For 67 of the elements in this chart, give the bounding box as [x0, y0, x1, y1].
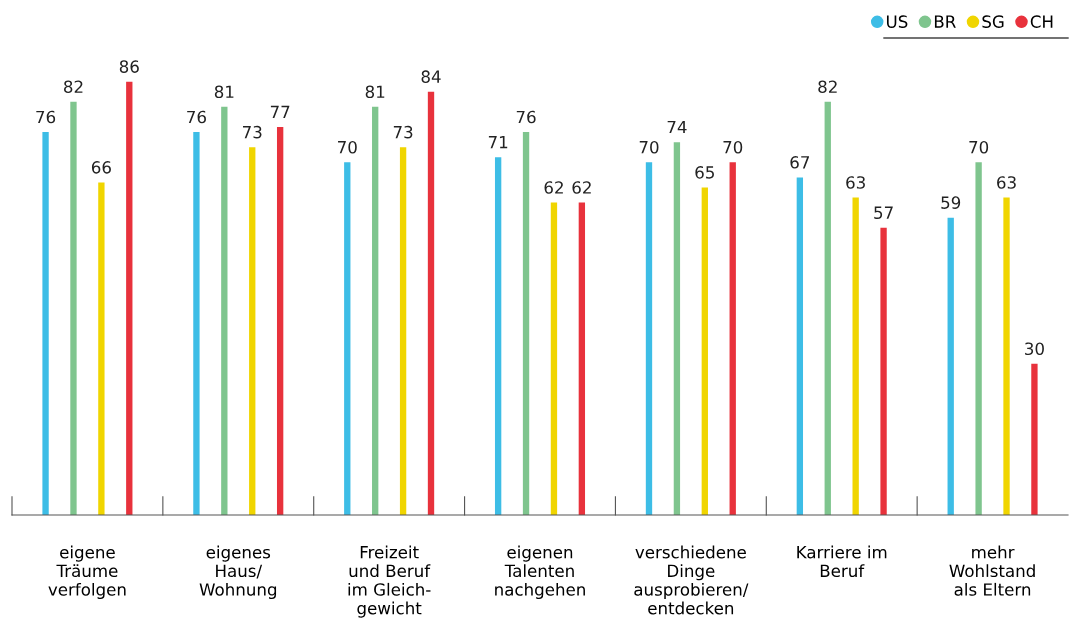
- bar: [550, 202, 558, 515]
- bar: [796, 177, 804, 515]
- bar: [880, 227, 887, 515]
- data-label: 81: [214, 85, 234, 99]
- x-tick-label: Karriere im Beruf: [797, 545, 887, 578]
- x-tick-label: eigenes Haus/ Wohnung: [199, 545, 277, 600]
- data-label: 59: [941, 196, 961, 209]
- bar: [947, 217, 954, 515]
- data-label: 76: [516, 110, 536, 124]
- x-tick-label: Freizeit und Beruf im Gleich- gewicht: [348, 545, 431, 618]
- bar: [522, 132, 530, 515]
- data-label: 63: [997, 176, 1016, 189]
- bar: [729, 162, 736, 515]
- data-label: 74: [667, 120, 687, 134]
- bar: [193, 132, 200, 515]
- bar: [701, 187, 708, 515]
- bar: [1031, 363, 1038, 515]
- bar: [42, 132, 49, 515]
- x-tick-label: verschiedene Dinge ausprobieren/ entdecken: [634, 545, 749, 615]
- x-tick-label: eigenen Talenten nachgehen: [495, 545, 585, 600]
- data-label: 62: [572, 181, 591, 194]
- data-label: 70: [723, 140, 743, 154]
- bar: [1003, 197, 1010, 515]
- data-label: 84: [421, 70, 441, 83]
- legend-label: US: [886, 15, 908, 28]
- bar: [249, 147, 256, 515]
- data-label: 62: [544, 181, 563, 194]
- data-label: 70: [639, 140, 659, 154]
- data-label: 57: [874, 206, 893, 220]
- data-label: 82: [818, 80, 837, 94]
- data-label: 66: [91, 161, 111, 174]
- data-label: 70: [969, 140, 989, 154]
- legend-label: SG: [982, 15, 1004, 28]
- bar: [645, 162, 653, 515]
- x-tick-label: eigene Träume verfolgen: [48, 545, 126, 600]
- legend-label: BR: [934, 15, 956, 28]
- data-label: 65: [695, 166, 714, 179]
- bar: [276, 127, 284, 515]
- bar: [824, 101, 831, 515]
- data-label: 76: [187, 110, 206, 124]
- data-label: 82: [64, 80, 83, 94]
- data-label: 73: [243, 125, 262, 139]
- bar: [98, 182, 105, 515]
- legend-label: CH: [1030, 15, 1053, 28]
- data-label: 86: [119, 60, 139, 73]
- bar: [427, 91, 435, 515]
- data-label: 76: [36, 110, 56, 124]
- data-label: 77: [270, 105, 290, 118]
- bar: [70, 101, 77, 515]
- bar: [673, 142, 681, 515]
- bar: [221, 106, 228, 515]
- bar: [344, 162, 351, 515]
- data-label: 30: [1025, 342, 1044, 356]
- data-label: 81: [365, 85, 385, 99]
- bar: [852, 197, 859, 515]
- bar: [126, 81, 133, 515]
- data-label: 73: [393, 125, 413, 139]
- bar: [578, 202, 586, 515]
- x-tick-label: mehr Wohlstand als Eltern: [949, 545, 1035, 596]
- bar: [494, 157, 502, 515]
- data-label: 70: [338, 140, 357, 154]
- data-label: 67: [790, 156, 810, 169]
- bar: [372, 106, 379, 515]
- bar: [975, 162, 982, 515]
- data-label: 63: [846, 176, 865, 189]
- bar: [399, 147, 407, 515]
- data-label: 71: [488, 136, 508, 149]
